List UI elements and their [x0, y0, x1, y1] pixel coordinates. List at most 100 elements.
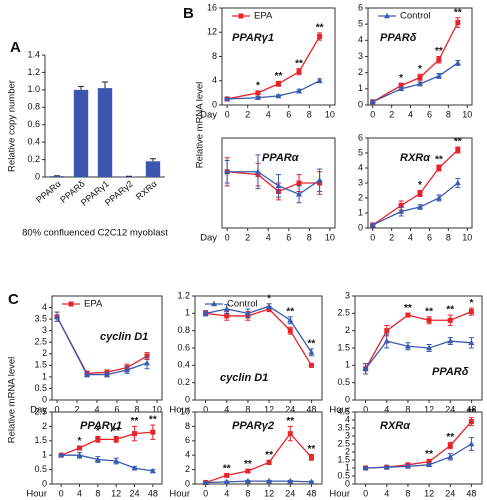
point — [84, 371, 90, 377]
point — [144, 353, 150, 359]
point — [398, 208, 405, 214]
x-tick-label: 48 — [306, 404, 316, 414]
point — [238, 13, 244, 19]
point — [296, 180, 302, 186]
x-tick-label: 10 — [152, 404, 162, 414]
y-tick-label: 3.5 — [337, 422, 350, 432]
x-axis-label: 80% confluenced C2C12 myoblast — [22, 228, 168, 239]
plot-title: PPARγ2 — [232, 420, 274, 432]
y-tick-label: 8 — [212, 51, 217, 61]
x-tick-label: 24 — [445, 404, 455, 414]
x-tick-label: 2 — [389, 232, 394, 242]
series-line — [365, 310, 472, 370]
point — [362, 365, 369, 372]
x-tick-label: 4 — [77, 488, 82, 498]
y-tick-label: 1 — [345, 462, 350, 472]
point — [454, 59, 461, 66]
x-tick-label: 12 — [424, 404, 434, 414]
y-tick-label: 1.4 — [27, 49, 40, 59]
legend-label: EPA — [84, 299, 103, 310]
significance: * — [267, 293, 271, 304]
y-tick-label: 1.5 — [34, 360, 47, 370]
x-axis-label: Hour — [169, 405, 190, 416]
point — [435, 72, 442, 79]
point — [223, 478, 230, 485]
y-tick-label: 0 — [42, 478, 47, 488]
point — [287, 317, 294, 323]
point — [113, 457, 120, 464]
series-line — [56, 316, 148, 376]
y-tick-label: 4 — [42, 302, 47, 312]
point — [405, 312, 411, 318]
y-axis-label: Relative copy number — [7, 80, 18, 172]
y-tick-label: 1.5 — [34, 435, 47, 445]
series-line — [56, 316, 148, 375]
point — [317, 33, 323, 39]
point — [308, 478, 315, 485]
point — [255, 90, 261, 96]
point — [275, 182, 282, 189]
point — [398, 203, 404, 208]
point — [266, 477, 273, 484]
plot-frame — [221, 7, 336, 106]
point — [417, 203, 423, 210]
significance: * — [399, 73, 403, 84]
point — [54, 313, 60, 320]
x-tick-label: 10 — [462, 232, 472, 242]
x-tick-label: 8 — [405, 488, 410, 498]
point — [77, 445, 82, 451]
significance: ** — [286, 416, 294, 427]
y-tick-label: 16 — [207, 2, 217, 12]
y-tick-label: 2 — [358, 192, 363, 202]
point — [202, 479, 209, 485]
y-tick-label: 10 — [180, 406, 190, 416]
y-tick-label: 3 — [345, 430, 350, 440]
point — [104, 371, 110, 377]
x-tick-label: 2 — [389, 109, 394, 119]
point — [447, 317, 453, 323]
y-tick-label: 0.2 — [27, 154, 40, 164]
point — [254, 168, 261, 175]
point — [435, 194, 442, 201]
x-axis-label: Hour — [26, 489, 47, 500]
point — [436, 165, 442, 171]
plot-frame — [367, 7, 473, 106]
plot-frame — [367, 137, 473, 229]
x-tick-label: 8 — [95, 488, 100, 498]
significance: * — [418, 64, 422, 75]
panel-letter: C — [8, 291, 19, 308]
plot-title: PPARα — [262, 152, 300, 164]
x-tick-label: 10 — [325, 232, 335, 242]
x-tick-label: 24 — [129, 488, 139, 498]
plot-frame — [221, 137, 336, 229]
bar — [73, 89, 89, 177]
significance: ** — [295, 58, 303, 69]
y-tick-label: 4 — [212, 75, 217, 85]
significance: ** — [308, 444, 316, 455]
plot-frame — [354, 411, 483, 485]
y-tick-label: 5 — [358, 19, 363, 29]
legend-label: Control — [227, 299, 258, 310]
y-tick-label: 0 — [358, 222, 363, 232]
y-tick-label: 0.4 — [27, 137, 40, 147]
y-tick-label: 4 — [345, 414, 350, 424]
y-tick-label: 2 — [185, 464, 190, 474]
y-tick-label: 0.4 — [177, 360, 190, 370]
point — [287, 477, 294, 484]
legend-label: EPA — [254, 11, 273, 22]
y-tick-label: 2.5 — [337, 308, 350, 318]
y-tick-label: 1 — [185, 308, 190, 318]
x-tick-label: 0 — [203, 404, 208, 414]
x-tick-label: 6 — [286, 232, 291, 242]
x-tick-label: 0 — [59, 488, 64, 498]
point — [468, 440, 475, 447]
x-tick-label: 48 — [306, 488, 316, 498]
x-tick-label: 0 — [225, 232, 230, 242]
point — [131, 464, 138, 471]
point — [454, 179, 461, 186]
y-tick-label: 6 — [185, 435, 190, 445]
point — [369, 98, 376, 105]
y-tick-label: 2 — [42, 421, 47, 431]
y-tick-label: 4 — [358, 35, 363, 45]
point — [296, 87, 303, 94]
